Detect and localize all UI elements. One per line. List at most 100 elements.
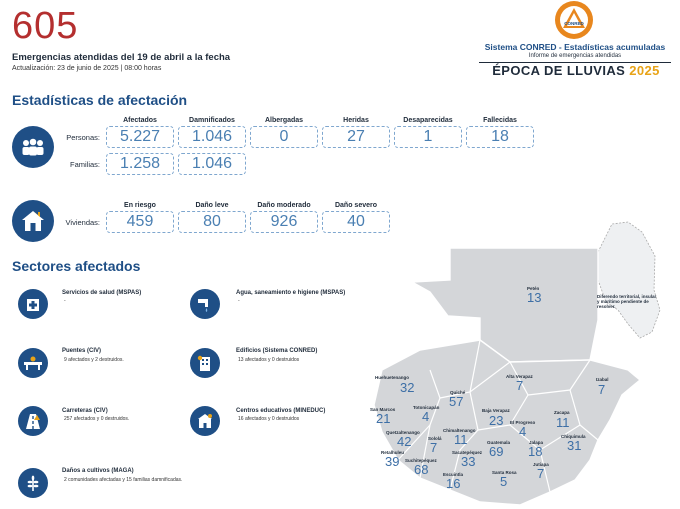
familias-label: Familias:: [69, 160, 100, 169]
brand-subtitle: Informe de emergencias atendidas: [528, 53, 622, 59]
dept-jalapa-value: 18: [528, 444, 543, 459]
familias-damnificados: 1.046: [178, 153, 246, 175]
dept-bajaverapaz-name: Baja Verapaz: [482, 408, 510, 413]
road-icon: [18, 406, 48, 436]
dept-sacatepequez-name: Sacatepéquez: [452, 450, 483, 455]
dept-peten-name: Petén: [527, 286, 540, 291]
dept-elprogreso-name: El Progreso: [510, 420, 536, 425]
sector-edificios-detail: 13 afectados y 0 destruidos: [238, 357, 300, 363]
personas-damnificados: 1.046: [178, 126, 246, 148]
guatemala-map: [373, 221, 661, 506]
update-timestamp: Actualización: 23 de junio de 2025 | 08:…: [12, 65, 162, 72]
col-dano-severo: Daño severo: [334, 202, 378, 209]
viviendas-dano-leve: 80: [178, 211, 246, 233]
dept-totonicapan-value: 4: [422, 409, 430, 424]
dept-huehuetenango-name: Huehuetenango: [375, 375, 410, 380]
sector-cultivos-title: Daños a cultivos (MAGA): [62, 468, 134, 474]
stats-title: Estadísticas de afectación: [12, 92, 188, 108]
personas-heridas: 27: [322, 126, 390, 148]
dept-quetzaltenango-name: Quetzaltenango: [386, 430, 420, 435]
water-tap-icon: [190, 289, 220, 319]
sector-salud-detail: -: [64, 298, 66, 304]
dept-jutiapa-name: Jutiapa: [533, 462, 549, 467]
brand-divider: [479, 62, 671, 63]
col-afectados: Afectados: [123, 117, 157, 124]
building-icon: [190, 348, 220, 378]
dept-quetzaltenango-value: 42: [397, 434, 412, 449]
familias-afectados: 1.258: [106, 153, 174, 175]
conred-logo: CONRED: [554, 0, 594, 40]
dept-guatemala-name: Guatemala: [487, 440, 511, 445]
col-albergadas: Albergadas: [264, 117, 304, 124]
sector-carreteras-title: Carreteras (CIV): [62, 408, 108, 414]
personas-afectados: 5.227: [106, 126, 174, 148]
dept-altaverapaz-value: 7: [516, 378, 524, 393]
personas-label: Personas:: [66, 133, 100, 142]
dept-sanmarcos-name: San Marcos: [370, 407, 396, 412]
personas-albergadas: 0: [250, 126, 318, 148]
dept-altaverapaz-name: Alta Verapaz: [506, 374, 533, 379]
col-desaparecidas: Desaparecidas: [403, 117, 453, 124]
dept-chiquimula-name: Chiquimula: [561, 434, 586, 439]
dept-guatemala-value: 69: [489, 444, 504, 459]
viviendas-dano-severo: 40: [322, 211, 390, 233]
belize-region: [597, 221, 661, 339]
territorial-dispute-note: Diferendo territorial, insular y marítim…: [597, 294, 657, 309]
dept-solola-name: Sololá: [428, 436, 442, 441]
dept-izabal-name: Izabal: [596, 377, 609, 382]
dept-solola-value: 7: [430, 440, 438, 455]
dept-totonicapan-name: Totonicapán: [413, 405, 440, 410]
viviendas-dano-moderado: 926: [250, 211, 318, 233]
logo-text: CONRED: [564, 21, 584, 26]
dept-quiche-value: 57: [449, 394, 464, 409]
dept-santarosa-value: 5: [500, 474, 508, 489]
viviendas-label: Viviendas:: [65, 218, 100, 227]
dept-jutiapa-value: 7: [537, 466, 545, 481]
hospital-icon: [18, 289, 48, 319]
sector-agua-detail: -: [238, 298, 240, 304]
dept-santarosa-name: Santa Rosa: [492, 470, 517, 475]
sector-carreteras-detail: 257 afectados y 0 destruidos.: [64, 416, 130, 422]
dept-escuintla-value: 16: [446, 476, 461, 491]
school-icon: [190, 406, 220, 436]
sector-salud-title: Servicios de salud (MSPAS): [62, 290, 142, 296]
brand-title: Sistema CONRED - Estadísticas acumuladas: [484, 42, 666, 52]
season-label: ÉPOCA DE LLUVIAS 2025: [476, 63, 676, 78]
dept-sanmarcos-value: 21: [376, 411, 391, 426]
dept-quiche-name: Quiché: [450, 390, 466, 395]
bridge-icon: [18, 348, 48, 378]
total-emergencies: 605: [12, 5, 79, 47]
personas-fallecidas: 18: [466, 126, 534, 148]
dept-zacapa-value: 11: [556, 415, 570, 430]
season-year: 2025: [629, 63, 660, 78]
dept-bajaverapaz-value: 23: [489, 413, 504, 428]
dept-retalhuleu-value: 39: [385, 454, 400, 469]
dept-jalapa-name: Jalapa: [529, 440, 544, 445]
personas-desaparecidas: 1: [394, 126, 462, 148]
col-dano-leve: Daño leve: [195, 202, 229, 209]
dept-chiquimula-value: 31: [567, 438, 582, 453]
col-dano-moderado: Daño moderado: [257, 202, 311, 209]
col-heridas: Heridas: [343, 117, 369, 124]
department-borders: [397, 339, 599, 493]
dept-retalhuleu-name: Retalhuleu: [381, 450, 405, 455]
dept-sacatepequez-value: 33: [461, 454, 476, 469]
dept-escuintla-name: Escuintla: [443, 472, 464, 477]
sector-agua-title: Agua, saneamiento e higiene (MSPAS): [236, 290, 346, 296]
dept-zacapa-name: Zacapa: [554, 410, 570, 415]
season-label-text: ÉPOCA DE LLUVIAS: [492, 63, 626, 78]
col-damnificados: Damnificados: [189, 117, 235, 124]
viviendas-en-riesgo: 459: [106, 211, 174, 233]
house-icon: [12, 200, 54, 242]
col-fallecidas: Fallecidas: [483, 117, 517, 124]
southern-region: [373, 339, 642, 506]
sector-edificios-title: Edificios (Sistema CONRED): [236, 348, 318, 354]
sector-educativos-title: Centros educativos (MINEDUC): [236, 408, 326, 414]
dept-suchitepequez-name: Suchitepéquez: [405, 458, 437, 463]
sector-puentes-title: Puentes (CIV): [62, 348, 102, 354]
peten-region: [409, 247, 599, 363]
dept-suchitepequez-value: 68: [414, 462, 429, 477]
dept-chimaltenango-value: 11: [454, 432, 468, 447]
sector-cultivos-detail: 2 comunidades afectadas y 15 familias da…: [64, 477, 183, 483]
dept-elprogreso-value: 4: [519, 424, 527, 439]
